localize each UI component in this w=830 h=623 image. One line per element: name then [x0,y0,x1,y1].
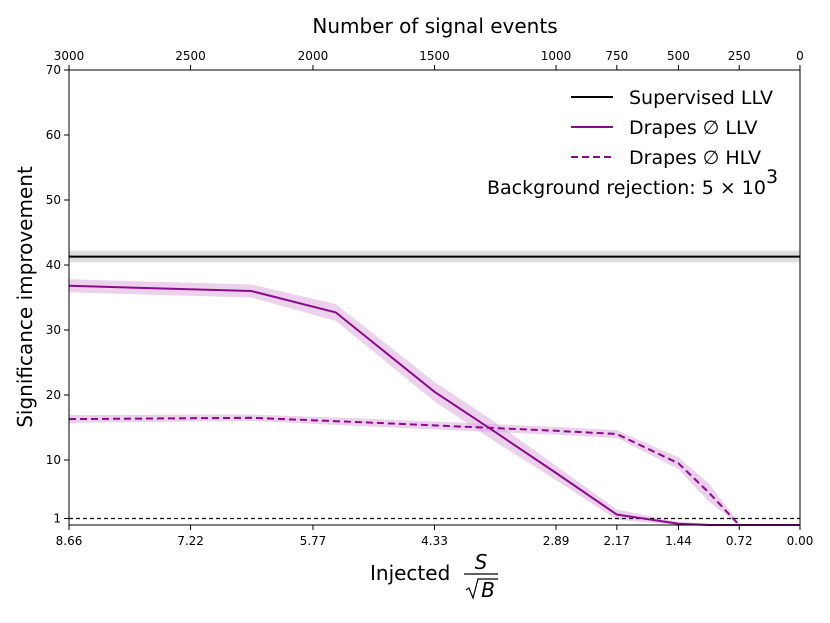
top-tick-label: 2000 [298,49,329,63]
x-tick-label: 1.44 [665,534,692,548]
top-tick-label: 750 [605,49,628,63]
annotation-background-rejection: Background rejection: 5 × 10 3 [487,166,778,199]
x-axis-bottom: 8.66 7.22 5.77 4.33 2.89 2.17 1.44 0.72 0.00 [56,525,814,548]
x-tick-label: 4.33 [421,534,448,548]
legend-label-drapes-llv: Drapes ∅ LLV [629,117,757,139]
top-tick-label: 2500 [175,49,206,63]
x-axis-title-prefix: Injected [370,561,450,585]
x-tick-label: 0.72 [726,534,753,548]
top-tick-label: 500 [667,49,690,63]
y-tick-label: 10 [46,453,61,467]
x-axis-title-numerator: S [475,550,488,574]
x-axis-title-denominator: B [481,578,495,602]
sqrt-sign [465,578,498,600]
x-tick-label: 0.00 [787,534,814,548]
top-tick-label: 0 [796,49,804,63]
legend: Supervised LLV Drapes ∅ LLV Drapes ∅ HLV [571,87,773,169]
series-line-2 [68,416,800,526]
annotation-exponent: 3 [766,166,778,188]
x-tick-label: 2.17 [603,534,630,548]
x-tick-label: 8.66 [56,534,83,548]
top-tick-label: 250 [728,49,751,63]
annotation-text: Background rejection: 5 × 10 [487,177,766,199]
top-tick-label: 1500 [419,49,450,63]
legend-label-drapes-hlv: Drapes ∅ HLV [629,147,761,169]
top-tick-label: 1000 [541,49,572,63]
x-tick-label: 7.22 [177,534,204,548]
y-axis: 1 10 20 30 40 50 60 70 [46,63,69,526]
x-axis-title: Injected S B [370,550,498,602]
series-band-2 [69,414,800,525]
y-tick-label: 60 [46,128,61,142]
y-axis-title: Significance improvement [13,166,37,428]
y-tick-label: 40 [46,258,61,272]
x-axis-top: 3000 2500 2000 1500 1000 750 500 250 0 [54,49,804,70]
series-band-1 [69,279,800,525]
legend-label-supervised: Supervised LLV [629,87,773,109]
y-tick-label: 1 [53,512,61,526]
y-tick-label: 50 [46,193,61,207]
y-tick-label: 70 [46,63,61,77]
series-line-1 [68,284,800,526]
x-tick-label: 5.77 [300,534,327,548]
top-tick-label: 3000 [54,49,85,63]
error-bands [69,250,800,525]
y-tick-label: 20 [46,388,61,402]
y-tick-label: 30 [46,323,61,337]
series-lines [68,255,800,526]
top-axis-title: Number of signal events [312,14,557,38]
x-tick-label: 2.89 [543,534,570,548]
